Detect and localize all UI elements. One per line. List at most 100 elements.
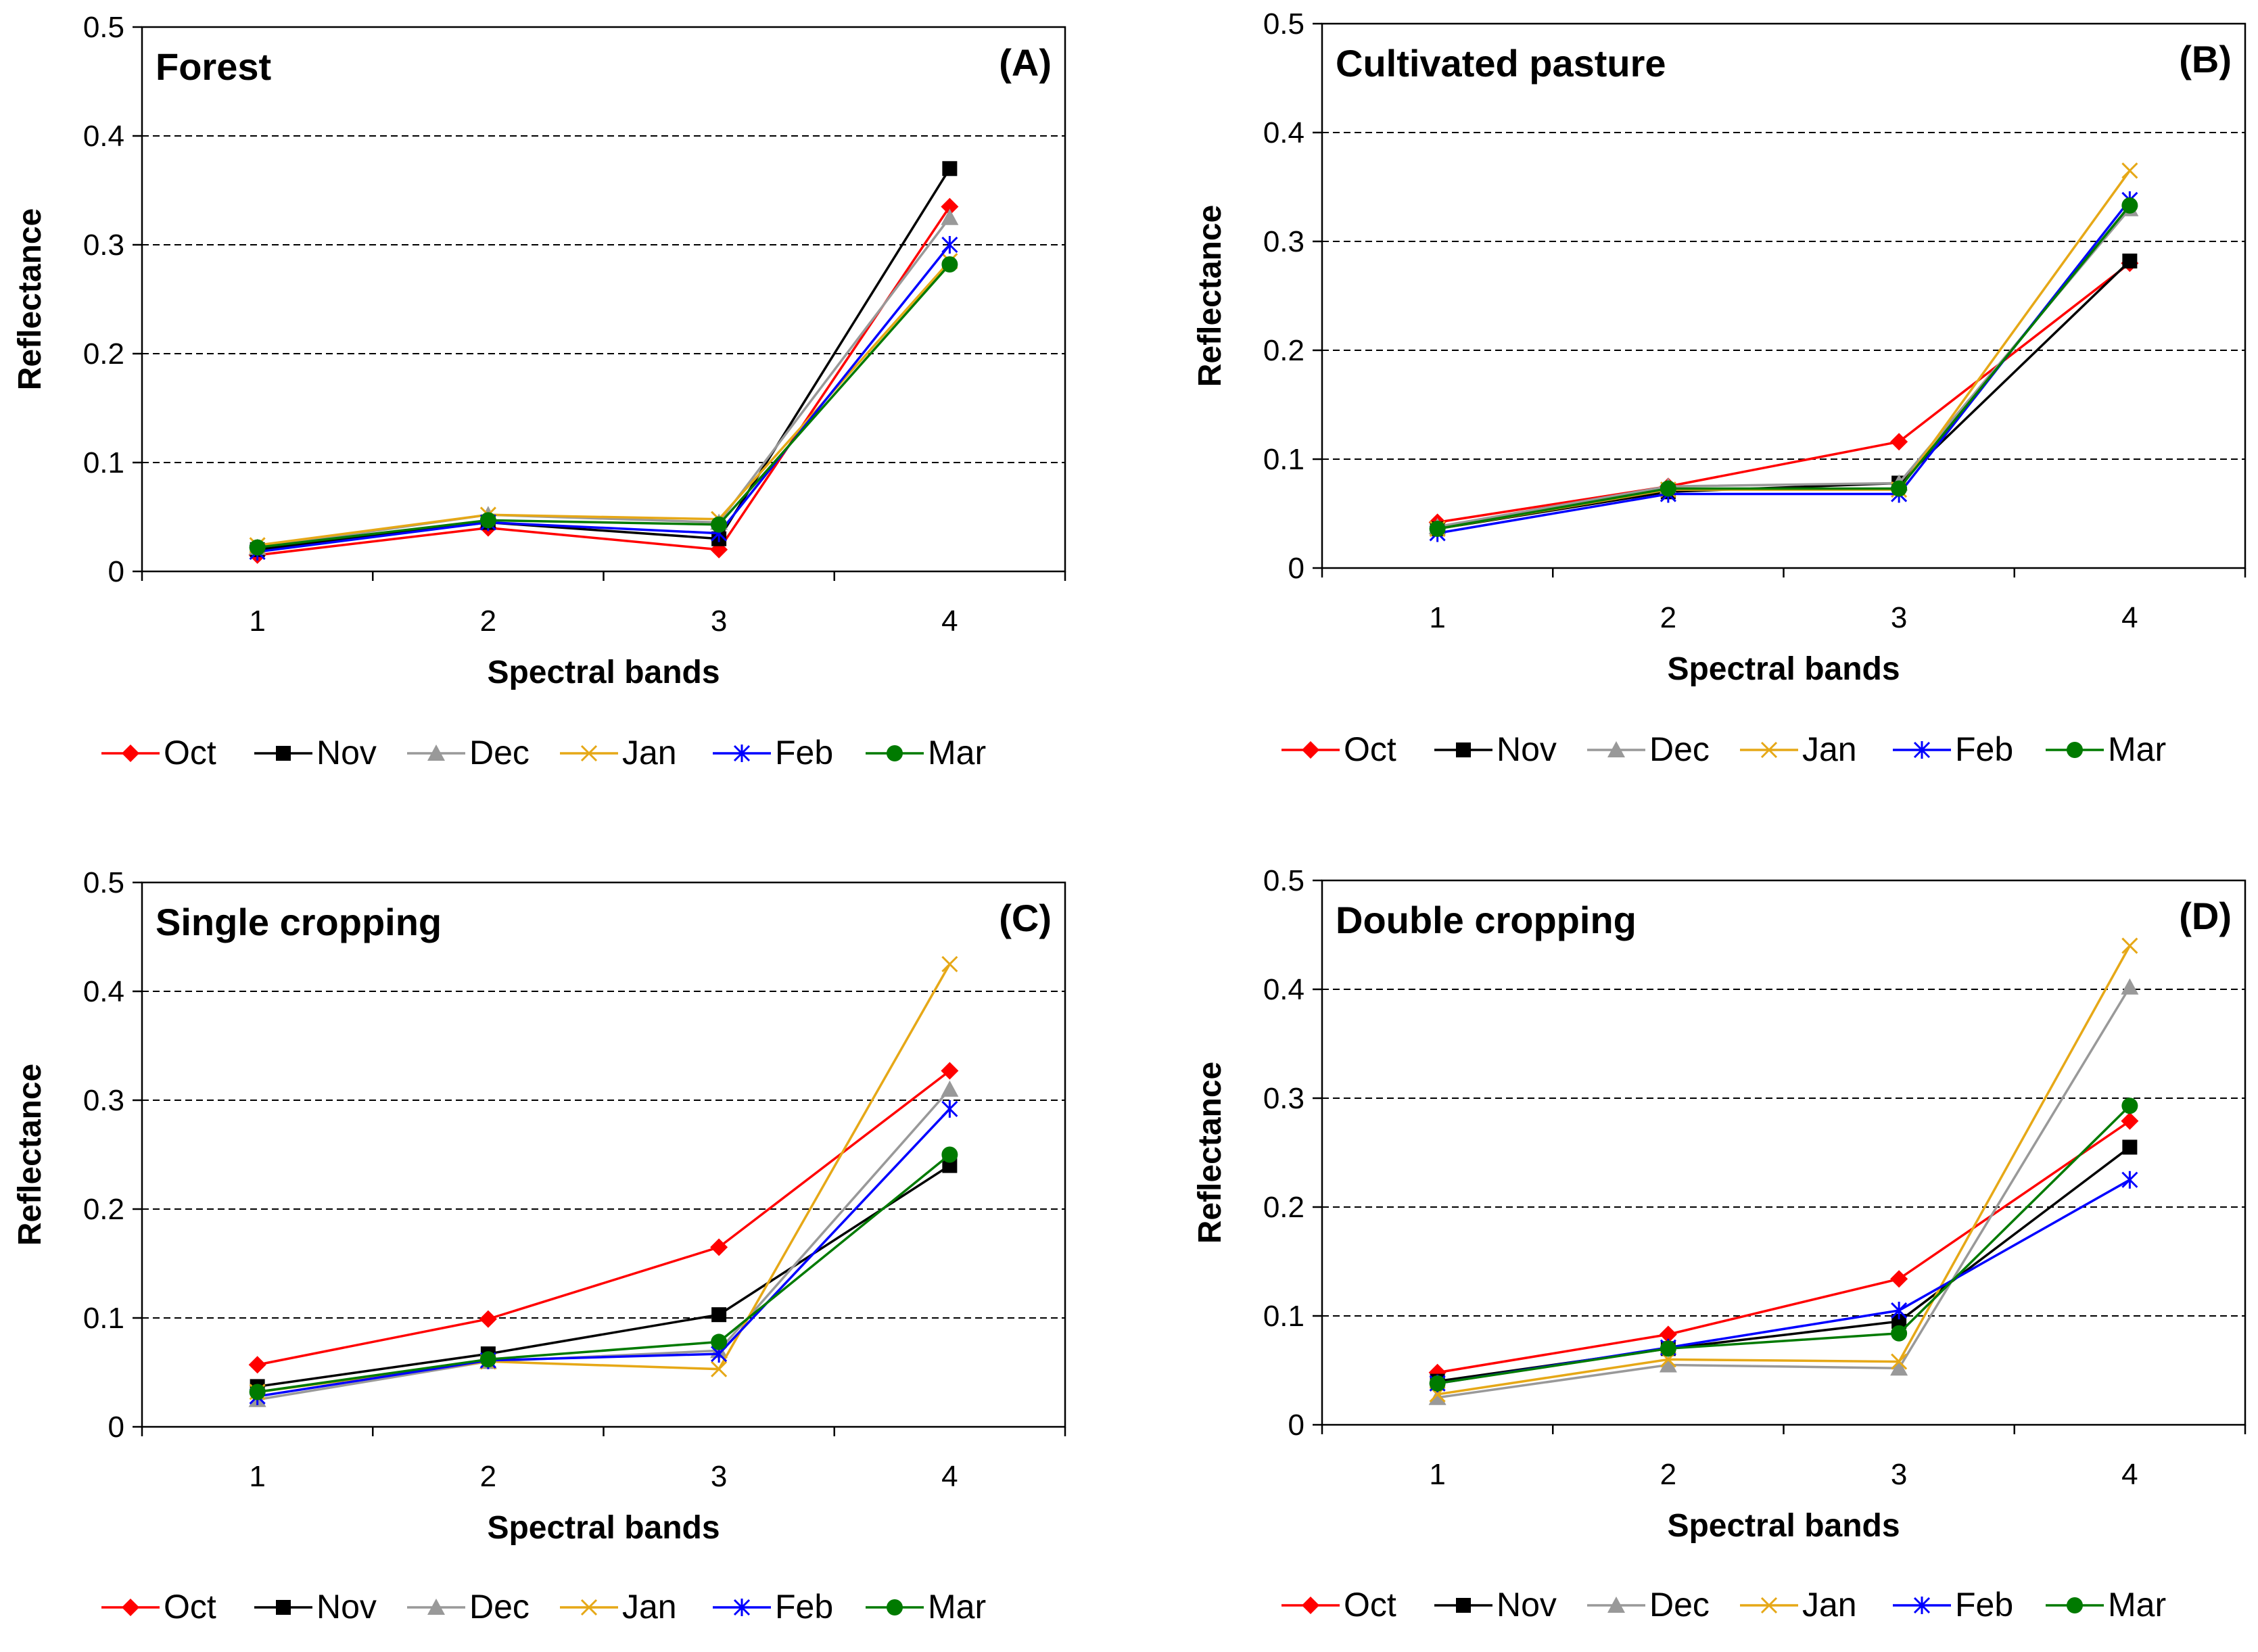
series-line-dec xyxy=(1437,208,2131,528)
legend-label-oct: Oct xyxy=(164,1588,216,1626)
x-tick-label: 1 xyxy=(1429,601,1445,634)
legend-marker-oct xyxy=(1302,1597,1319,1614)
legend-label-mar: Mar xyxy=(928,734,986,772)
x-tick-label: 2 xyxy=(480,605,496,638)
series-line-oct xyxy=(257,206,951,557)
legend: Oct Nov Dec Jan Feb Mar xyxy=(1281,1586,2166,1624)
legend-marker-dec xyxy=(1607,1597,1625,1613)
panel-label: (D) xyxy=(2179,895,2232,937)
x-axis-title: Spectral bands xyxy=(1667,1508,1900,1544)
series-line-jan xyxy=(1437,945,2131,1396)
panel-title: Forest xyxy=(156,45,271,88)
plot-frame xyxy=(141,881,1066,1428)
x-tick-label: 4 xyxy=(941,605,958,638)
data-point-feb xyxy=(941,1100,958,1118)
y-tick-label: 0.4 xyxy=(83,120,124,153)
legend-label-oct: Oct xyxy=(164,734,216,772)
data-point-nov xyxy=(2122,1139,2138,1155)
series-line-jan xyxy=(257,963,951,1394)
data-point-mar xyxy=(941,256,958,273)
panel-title: Double cropping xyxy=(1336,899,1637,941)
legend-marker-mar xyxy=(2067,1597,2083,1613)
series-line-oct xyxy=(257,1070,951,1366)
legend-label-jan: Jan xyxy=(622,1588,677,1626)
y-tick-label: 0 xyxy=(108,1411,124,1444)
data-point-jan xyxy=(711,1361,728,1377)
x-tick-label: 4 xyxy=(2121,601,2138,634)
y-tick-label: 0.5 xyxy=(83,11,124,44)
y-tick-label: 0.2 xyxy=(1263,1191,1304,1224)
data-point-nov xyxy=(942,161,958,176)
panel-title: Single cropping xyxy=(156,901,442,943)
legend-marker-nov xyxy=(1456,742,1471,757)
data-point-mar xyxy=(1660,1340,1676,1357)
y-tick-label: 0.1 xyxy=(83,1302,124,1335)
legend-label-oct: Oct xyxy=(1344,1586,1396,1624)
x-tick-label: 1 xyxy=(249,605,265,638)
data-point-dec xyxy=(1890,1359,1908,1376)
data-point-mar xyxy=(249,539,266,556)
data-point-mar xyxy=(1660,480,1676,497)
data-point-oct xyxy=(1890,433,1908,451)
legend-marker-nov xyxy=(276,1600,291,1615)
legend: Oct Nov Dec Jan Feb Mar xyxy=(101,1588,986,1626)
y-tick-label: 0.5 xyxy=(1263,7,1304,41)
x-tick-label: 2 xyxy=(1660,1458,1676,1491)
data-point-mar xyxy=(249,1384,266,1400)
legend-label-mar: Mar xyxy=(928,1588,986,1626)
legend-label-nov: Nov xyxy=(1497,730,1557,768)
panel-title: Cultivated pasture xyxy=(1336,42,1666,85)
series-line-feb xyxy=(257,1108,951,1398)
data-point-oct xyxy=(1659,1325,1677,1344)
legend-marker-mar xyxy=(2067,742,2083,758)
series-line-nov xyxy=(1437,1146,2131,1383)
y-tick-label: 0.2 xyxy=(83,337,124,371)
legend-label-jan: Jan xyxy=(1802,1586,1857,1624)
data-point-mar xyxy=(711,1334,728,1350)
panel-label: (B) xyxy=(2179,38,2232,80)
legend-label-oct: Oct xyxy=(1344,730,1396,768)
legend-marker-feb xyxy=(1913,741,1931,759)
legend-label-jan: Jan xyxy=(1802,730,1857,768)
data-point-mar xyxy=(711,516,728,533)
data-point-dec xyxy=(941,208,959,225)
series-line-mar xyxy=(1437,1105,2131,1385)
series-line-feb xyxy=(1437,199,2131,535)
data-point-mar xyxy=(1429,521,1446,538)
y-axis-title: Reflectance xyxy=(1192,205,1228,387)
data-point-jan xyxy=(1891,1353,1908,1370)
data-point-mar xyxy=(479,1351,496,1368)
plot-frame xyxy=(141,26,1066,573)
y-tick-label: 0.4 xyxy=(83,975,124,1008)
data-point-mar xyxy=(1429,1375,1446,1392)
legend-label-dec: Dec xyxy=(1649,730,1710,768)
y-tick-label: 0.4 xyxy=(1263,116,1304,149)
y-tick-label: 0.1 xyxy=(1263,1300,1304,1333)
legend-marker-jan xyxy=(1760,1597,1778,1614)
legend-marker-jan xyxy=(580,745,598,762)
data-point-mar xyxy=(941,1146,958,1163)
y-tick-label: 0.3 xyxy=(1263,1082,1304,1115)
data-point-jan xyxy=(2121,162,2138,179)
x-tick-label: 1 xyxy=(1429,1458,1445,1491)
panel-label: (A) xyxy=(999,41,1052,84)
x-axis-title: Spectral bands xyxy=(1667,651,1900,687)
legend-marker-dec xyxy=(427,1599,445,1615)
legend-marker-oct xyxy=(1302,741,1319,759)
legend-label-feb: Feb xyxy=(775,734,833,772)
legend-label-jan: Jan xyxy=(622,734,677,772)
x-tick-label: 3 xyxy=(711,605,727,638)
plot-frame xyxy=(1321,879,2247,1426)
data-point-oct xyxy=(2121,1112,2139,1130)
legend-label-dec: Dec xyxy=(469,1588,530,1626)
chart-panel-3: 0 0.1 0.2 0.3 0.4 0.5 1 2 3 4 Spectral bands Reflec… xyxy=(12,866,1066,1626)
series-line-mar xyxy=(1437,204,2131,530)
legend-marker-mar xyxy=(887,745,903,761)
legend-label-mar: Mar xyxy=(2108,1586,2166,1624)
y-tick-label: 0.3 xyxy=(1263,225,1304,258)
y-axis-title: Reflectance xyxy=(12,208,48,390)
data-point-oct xyxy=(1890,1270,1908,1288)
data-point-nov xyxy=(711,1307,727,1323)
legend-marker-dec xyxy=(1607,741,1625,757)
